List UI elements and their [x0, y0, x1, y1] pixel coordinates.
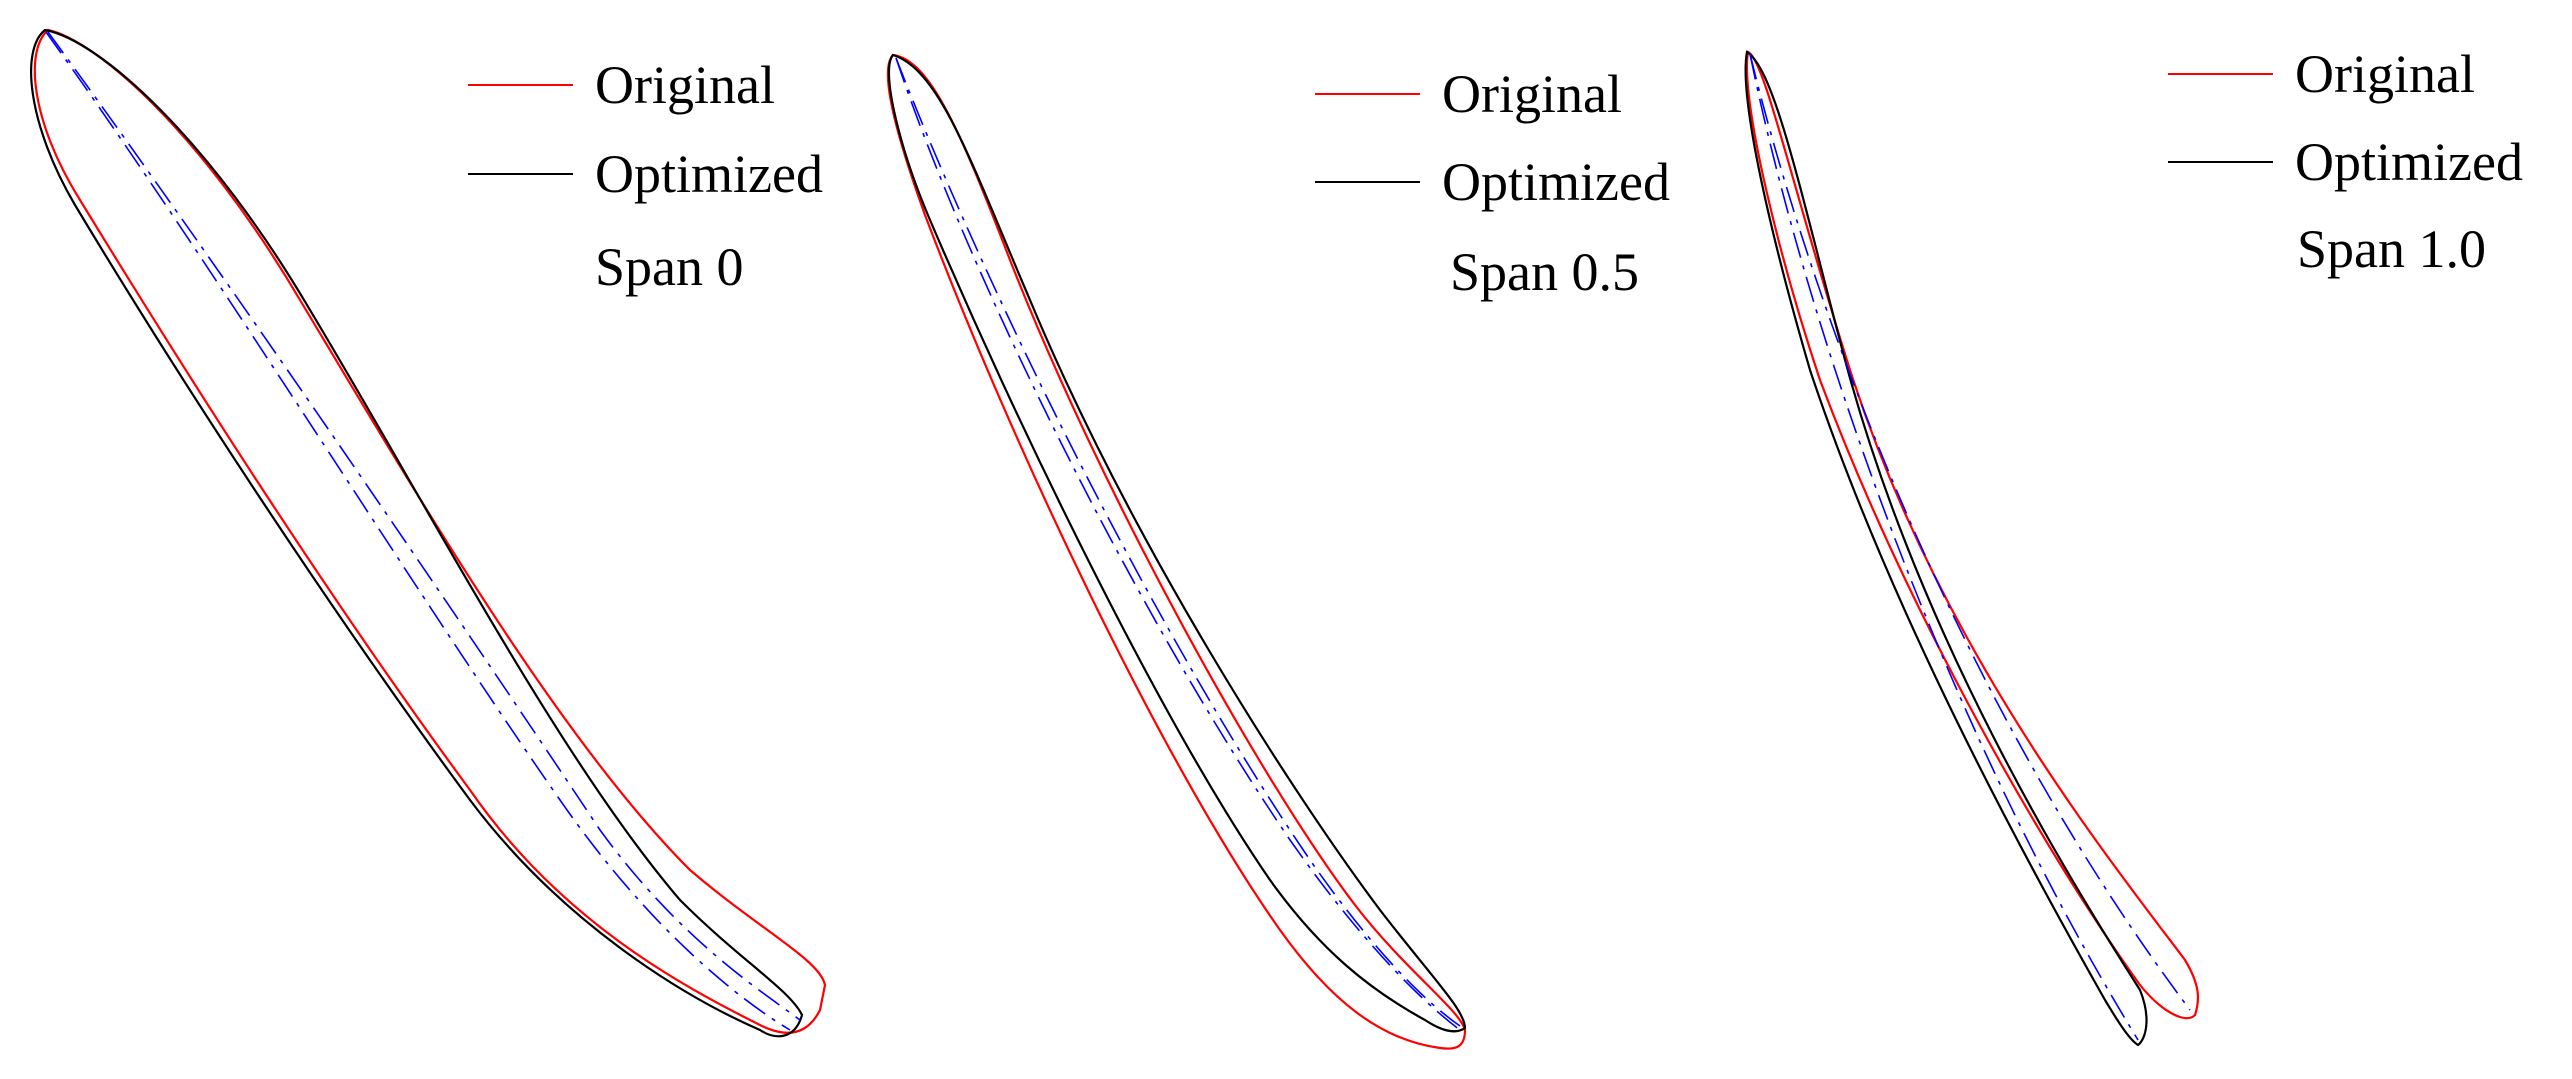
optimized-profile-curve — [1744, 50, 2148, 1047]
span-label: Span 0 — [595, 237, 744, 297]
legend-optimized-swatch — [2168, 161, 2273, 163]
optimized-camber-line — [895, 57, 1461, 1027]
legend-optimized-swatch — [1315, 181, 1420, 183]
legend-original: Original — [468, 58, 775, 112]
original-profile-curve — [886, 53, 1467, 1050]
legend-original: Original — [1315, 67, 1622, 121]
original-profile-curve — [1745, 50, 2200, 1020]
profile-plot-span-0-5 — [886, 53, 1467, 1050]
span-label: Span 1.0 — [2297, 219, 2486, 279]
span-label: Span 0.5 — [1450, 242, 1639, 302]
legend-optimized-label: Optimized — [2295, 132, 2523, 192]
legend-optimized: Optimized — [468, 147, 823, 201]
legend-original-label: Original — [1442, 64, 1622, 124]
legend-optimized-label: Optimized — [1442, 152, 1670, 212]
panel-span-1-0: Original Optimized Span 1.0 — [1720, 0, 2572, 1079]
optimized-profile-curve — [887, 53, 1467, 1033]
optimized-camber-line — [1749, 53, 2139, 1041]
optimized-profile-curve — [30, 28, 804, 1038]
legend-original-label: Original — [2295, 44, 2475, 104]
optimized-camber-line — [45, 31, 791, 1031]
original-camber-line — [1749, 53, 2191, 1011]
profile-plot-span-0 — [30, 28, 827, 1038]
panel-span-0: Original Optimized Span 0 — [0, 0, 860, 1079]
legend-optimized-label: Optimized — [595, 144, 823, 204]
legend-original-label: Original — [595, 55, 775, 115]
legend-original-swatch — [2168, 73, 2273, 75]
legend-optimized: Optimized — [2168, 135, 2523, 189]
legend-optimized: Optimized — [1315, 155, 1670, 209]
panel-span-0-5: Original Optimized Span 0.5 — [860, 0, 1720, 1079]
original-camber-line — [47, 31, 801, 1021]
legend-original-swatch — [1315, 93, 1420, 95]
profile-plot-span-1-0 — [1744, 50, 2200, 1047]
legend-original-swatch — [468, 84, 573, 86]
original-camber-line — [895, 57, 1461, 1031]
original-profile-curve — [33, 28, 827, 1034]
legend-original: Original — [2168, 47, 2475, 101]
legend-optimized-swatch — [468, 173, 573, 175]
